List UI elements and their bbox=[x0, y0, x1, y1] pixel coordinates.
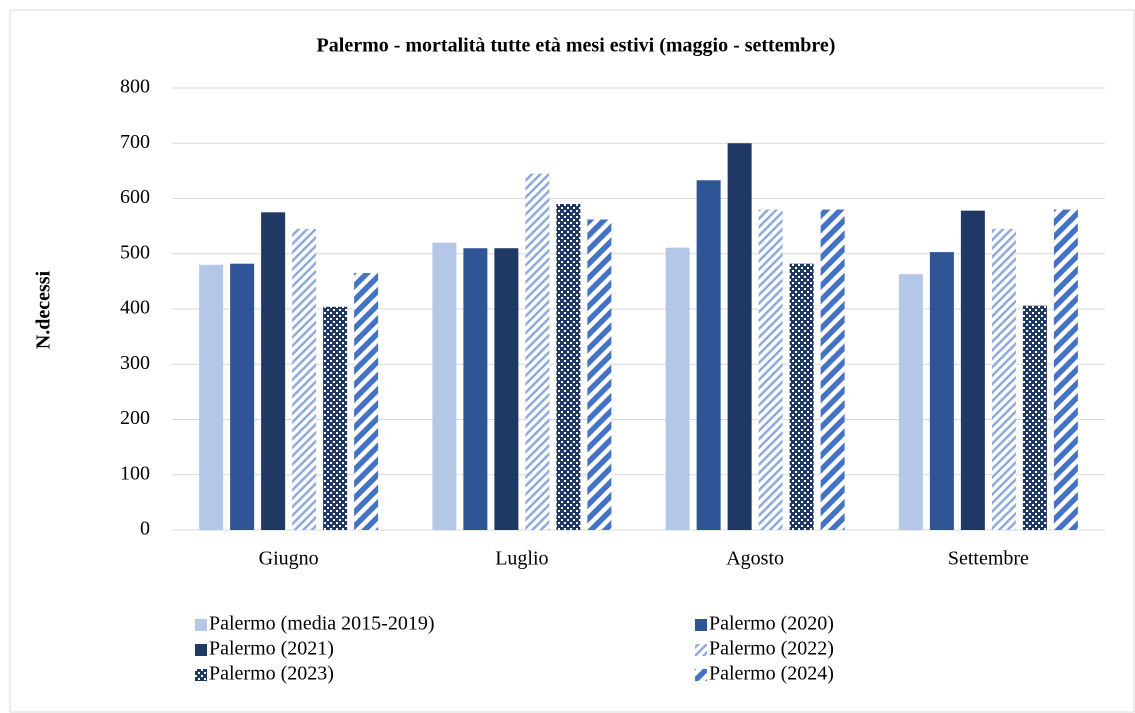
legend-label: Palermo (2020) bbox=[709, 613, 834, 635]
bar bbox=[696, 180, 721, 530]
bar bbox=[960, 210, 985, 530]
bar bbox=[758, 209, 783, 531]
bar bbox=[789, 263, 814, 530]
legend-label: Palermo (2022) bbox=[709, 638, 834, 660]
legend-swatch bbox=[695, 644, 707, 656]
bar bbox=[898, 274, 923, 530]
x-tick-label: Agosto bbox=[726, 548, 784, 570]
y-tick-label: 700 bbox=[120, 131, 150, 153]
bar bbox=[525, 173, 550, 530]
bar bbox=[665, 247, 690, 531]
bar bbox=[820, 209, 845, 531]
bar bbox=[556, 204, 581, 530]
x-tick-label: Luglio bbox=[495, 548, 548, 570]
y-axis-label: N.decessi bbox=[33, 270, 55, 349]
y-tick-label: 600 bbox=[120, 186, 150, 208]
legend-label: Palermo (2021) bbox=[209, 638, 334, 660]
x-tick-label: Settembre bbox=[948, 548, 1029, 570]
bar bbox=[292, 228, 317, 530]
bar bbox=[463, 248, 488, 530]
bar bbox=[261, 212, 286, 530]
x-tick-label: Giugno bbox=[259, 548, 319, 570]
legend-label: Palermo (2023) bbox=[209, 663, 334, 685]
bar bbox=[432, 242, 457, 530]
legend-swatch bbox=[195, 619, 207, 631]
bar bbox=[323, 306, 348, 530]
bar bbox=[587, 219, 612, 530]
bar bbox=[929, 252, 954, 530]
legend-swatch bbox=[195, 644, 207, 656]
bar bbox=[354, 273, 379, 530]
chart-border bbox=[9, 9, 1135, 713]
legend-label: Palermo (2024) bbox=[709, 663, 834, 685]
legend-label: Palermo (media 2015-2019) bbox=[209, 613, 435, 635]
legend-swatch bbox=[695, 669, 707, 681]
y-tick-label: 400 bbox=[120, 297, 150, 319]
legend-swatch bbox=[695, 619, 707, 631]
bar bbox=[1022, 305, 1047, 530]
bar bbox=[199, 264, 224, 530]
y-tick-label: 500 bbox=[120, 241, 150, 263]
y-tick-label: 300 bbox=[120, 352, 150, 374]
bar bbox=[727, 143, 752, 530]
bar bbox=[991, 228, 1016, 530]
legend-swatch bbox=[195, 669, 207, 681]
bar bbox=[494, 248, 519, 530]
chart-title: Palermo - mortalità tutte età mesi estiv… bbox=[317, 35, 836, 57]
y-tick-label: 100 bbox=[120, 462, 150, 484]
y-tick-label: 800 bbox=[120, 76, 150, 98]
y-tick-label: 0 bbox=[140, 518, 150, 540]
bar bbox=[230, 263, 255, 530]
bar bbox=[1053, 209, 1078, 531]
y-tick-label: 200 bbox=[120, 407, 150, 429]
